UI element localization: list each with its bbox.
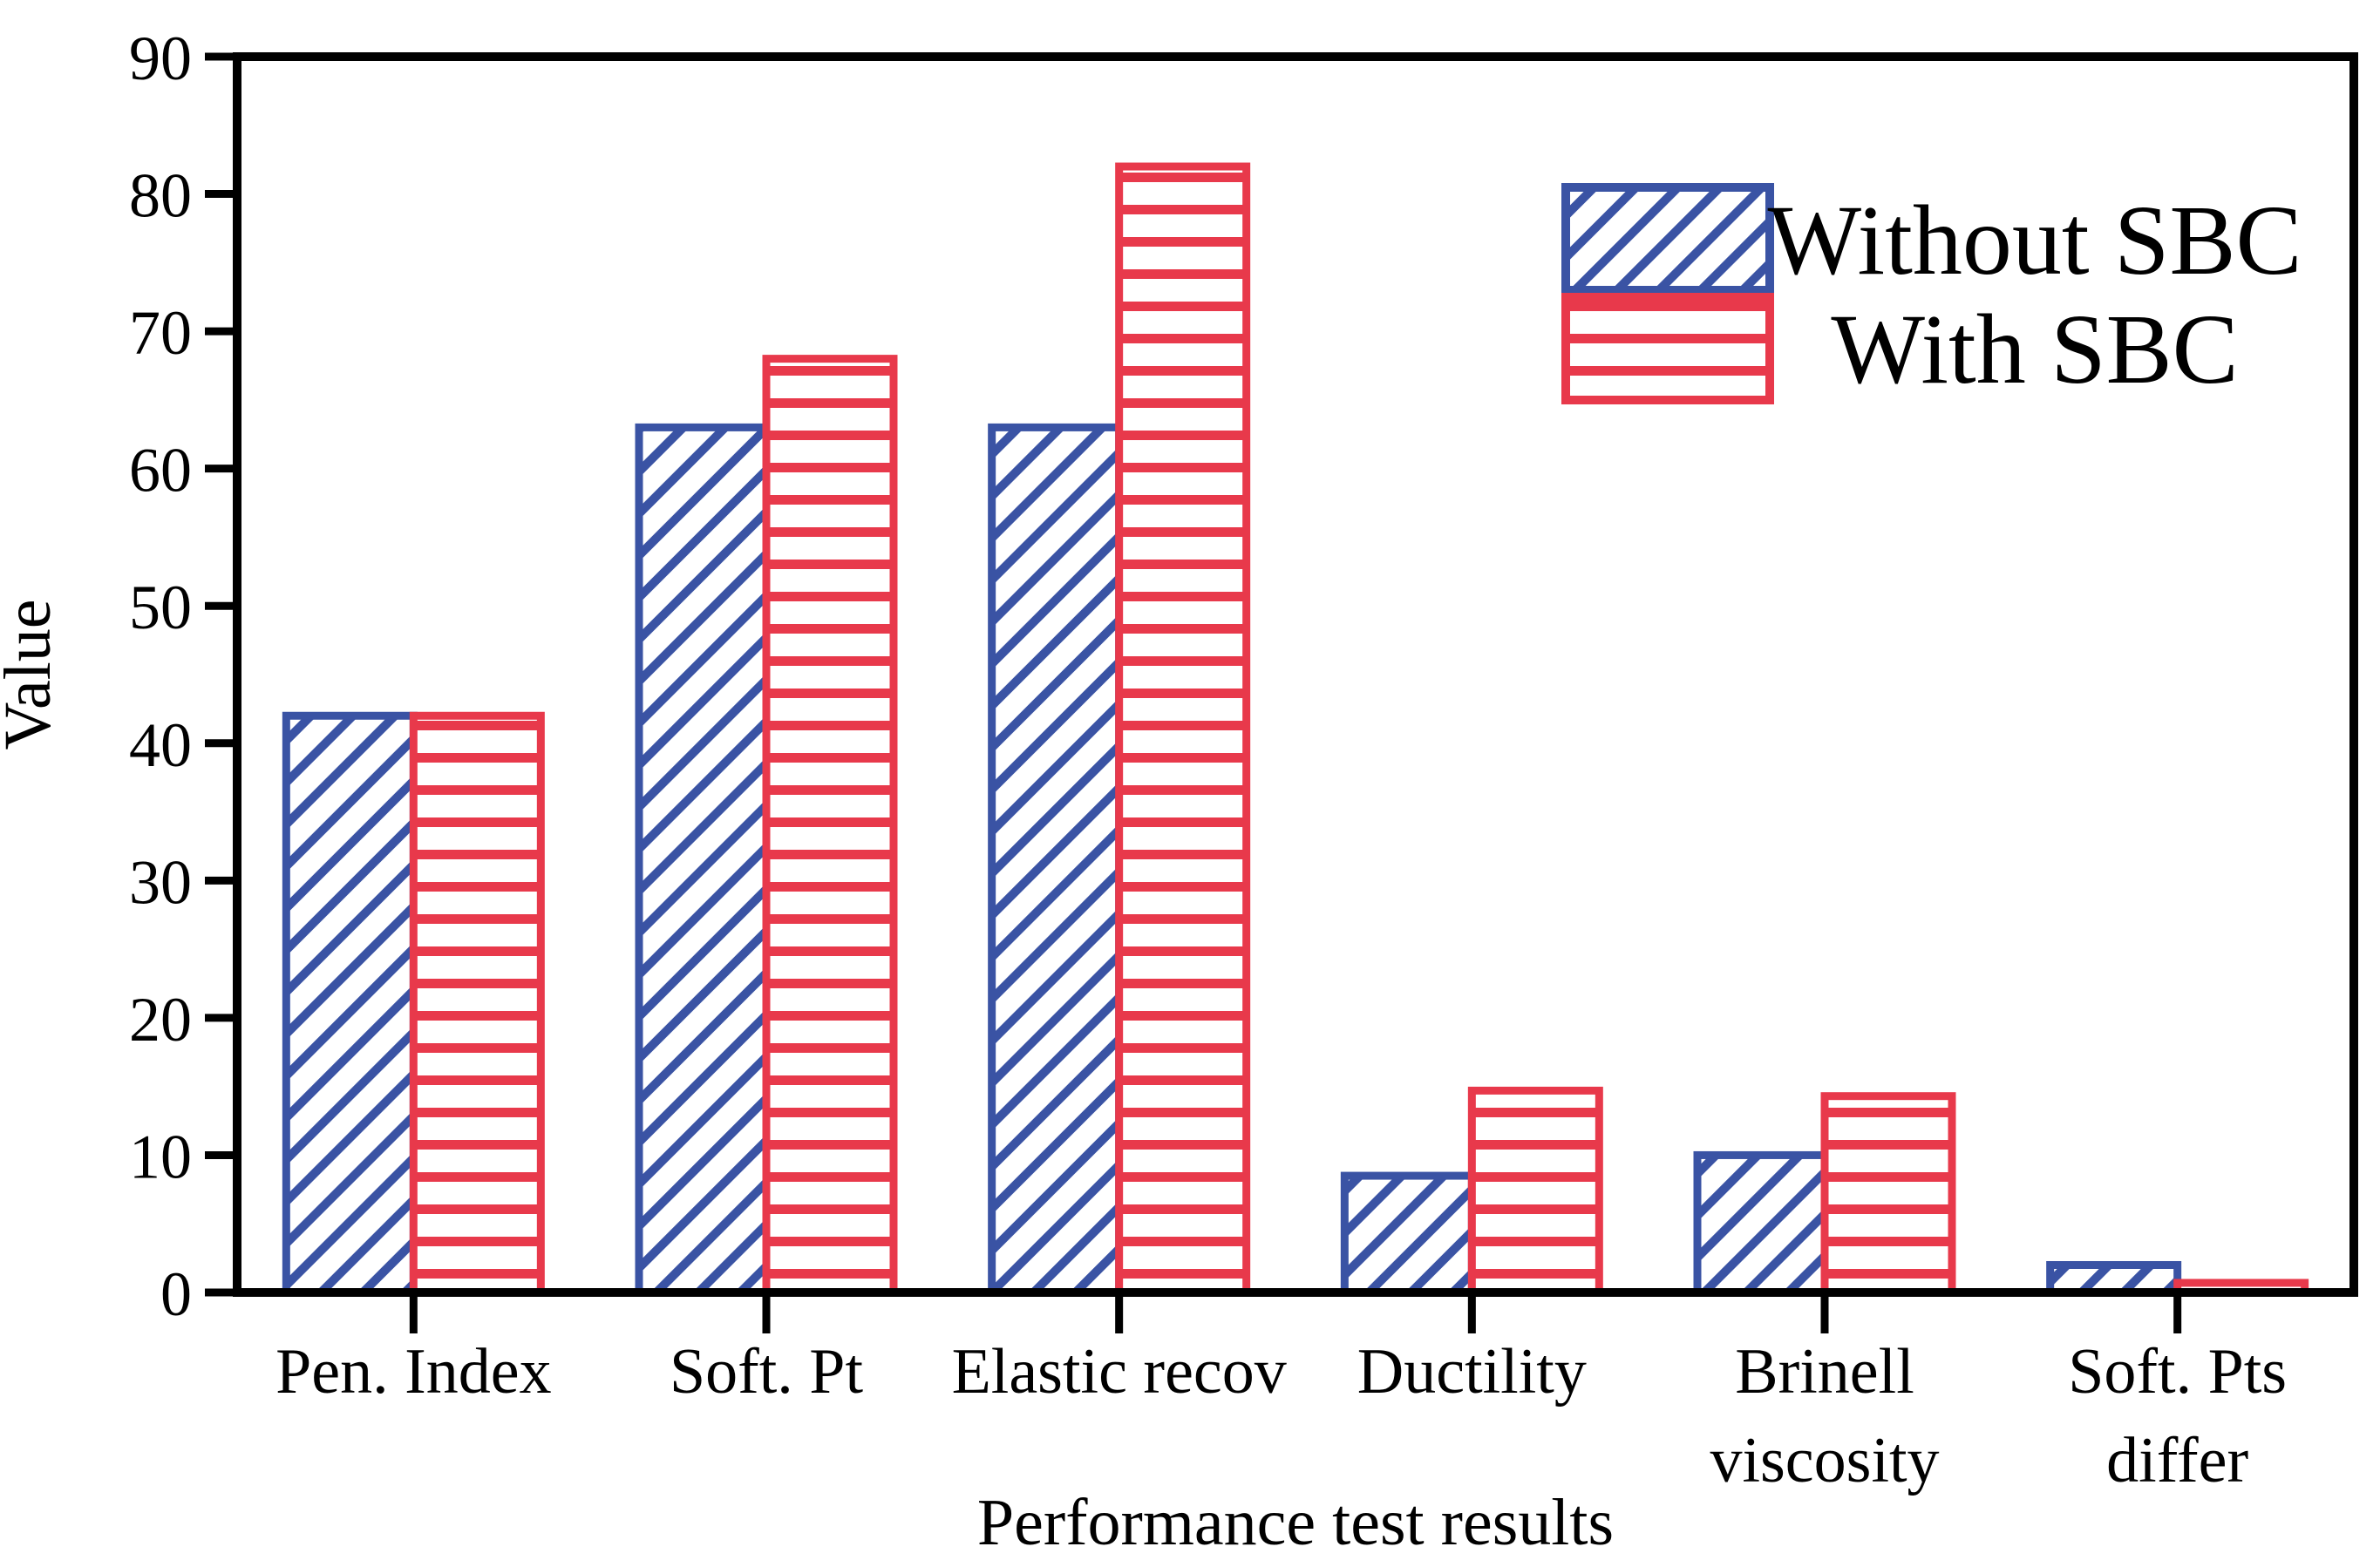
plot-border bbox=[233, 52, 2358, 1297]
legend-label-with-sbc: With SBC bbox=[1831, 294, 2238, 404]
bar-without-sbc-soft-pts-differ bbox=[2046, 1260, 2182, 1297]
y-tick-label-70: 70 bbox=[129, 298, 192, 368]
legend-label-without-sbc: Without SBC bbox=[1767, 185, 2302, 295]
x-category-label-3-line-1: Elastic recov bbox=[952, 1336, 1287, 1408]
y-tick-label-80: 80 bbox=[129, 161, 192, 231]
bar-with-sbc-soft-pt bbox=[762, 355, 898, 1297]
x-category-label-1-line-1: Pen. Index bbox=[275, 1336, 552, 1408]
bar-with-sbc-elastic-recov bbox=[1115, 162, 1251, 1297]
bar-with-sbc-ductility bbox=[1467, 1086, 1603, 1297]
x-category-label-2-line-1: Soft. Pt bbox=[670, 1336, 864, 1408]
bar-without-sbc-pen-index bbox=[282, 711, 418, 1297]
red-horizontal-hatch-swatch bbox=[1561, 293, 1774, 404]
y-tick-label-50: 50 bbox=[129, 573, 192, 642]
y-tick-label-30: 30 bbox=[129, 847, 192, 917]
bar-without-sbc-brinell-viscosity bbox=[1693, 1150, 1829, 1297]
y-tick-label-10: 10 bbox=[129, 1122, 192, 1191]
bar-with-sbc-pen-index bbox=[409, 711, 545, 1297]
bar-with-sbc-brinell-viscosity bbox=[1820, 1092, 1956, 1297]
x-category-label-6-line-1: Soft. Pts bbox=[2068, 1336, 2287, 1408]
y-tick-label-90: 90 bbox=[129, 24, 192, 93]
labels-layer: 0 10 20 30 40 50 60 70 80 90 Pen. Index Soft. Pt Ela… bbox=[0, 24, 2287, 1559]
x-category-label-5-line-1: Brinell bbox=[1735, 1336, 1914, 1408]
x-axis-title: Performance test results bbox=[977, 1486, 1614, 1559]
y-tick-label-0: 0 bbox=[160, 1259, 192, 1329]
y-tick-label-60: 60 bbox=[129, 436, 192, 505]
bar-without-sbc-elastic-recov bbox=[988, 423, 1124, 1297]
x-category-label-6-line-2: differ bbox=[2106, 1425, 2248, 1496]
bar-without-sbc-soft-pt bbox=[635, 423, 771, 1297]
x-category-label-4-line-1: Ductility bbox=[1357, 1336, 1587, 1408]
blue-diagonal-hatch-swatch bbox=[1561, 183, 1774, 295]
bar-without-sbc-ductility bbox=[1340, 1171, 1476, 1297]
axes-layer bbox=[205, 52, 2358, 1333]
y-tick-label-40: 40 bbox=[129, 710, 192, 780]
y-tick-label-20: 20 bbox=[129, 985, 192, 1055]
y-axis-title: Value bbox=[0, 599, 65, 750]
x-category-label-5-line-2: viscosity bbox=[1710, 1425, 1939, 1496]
